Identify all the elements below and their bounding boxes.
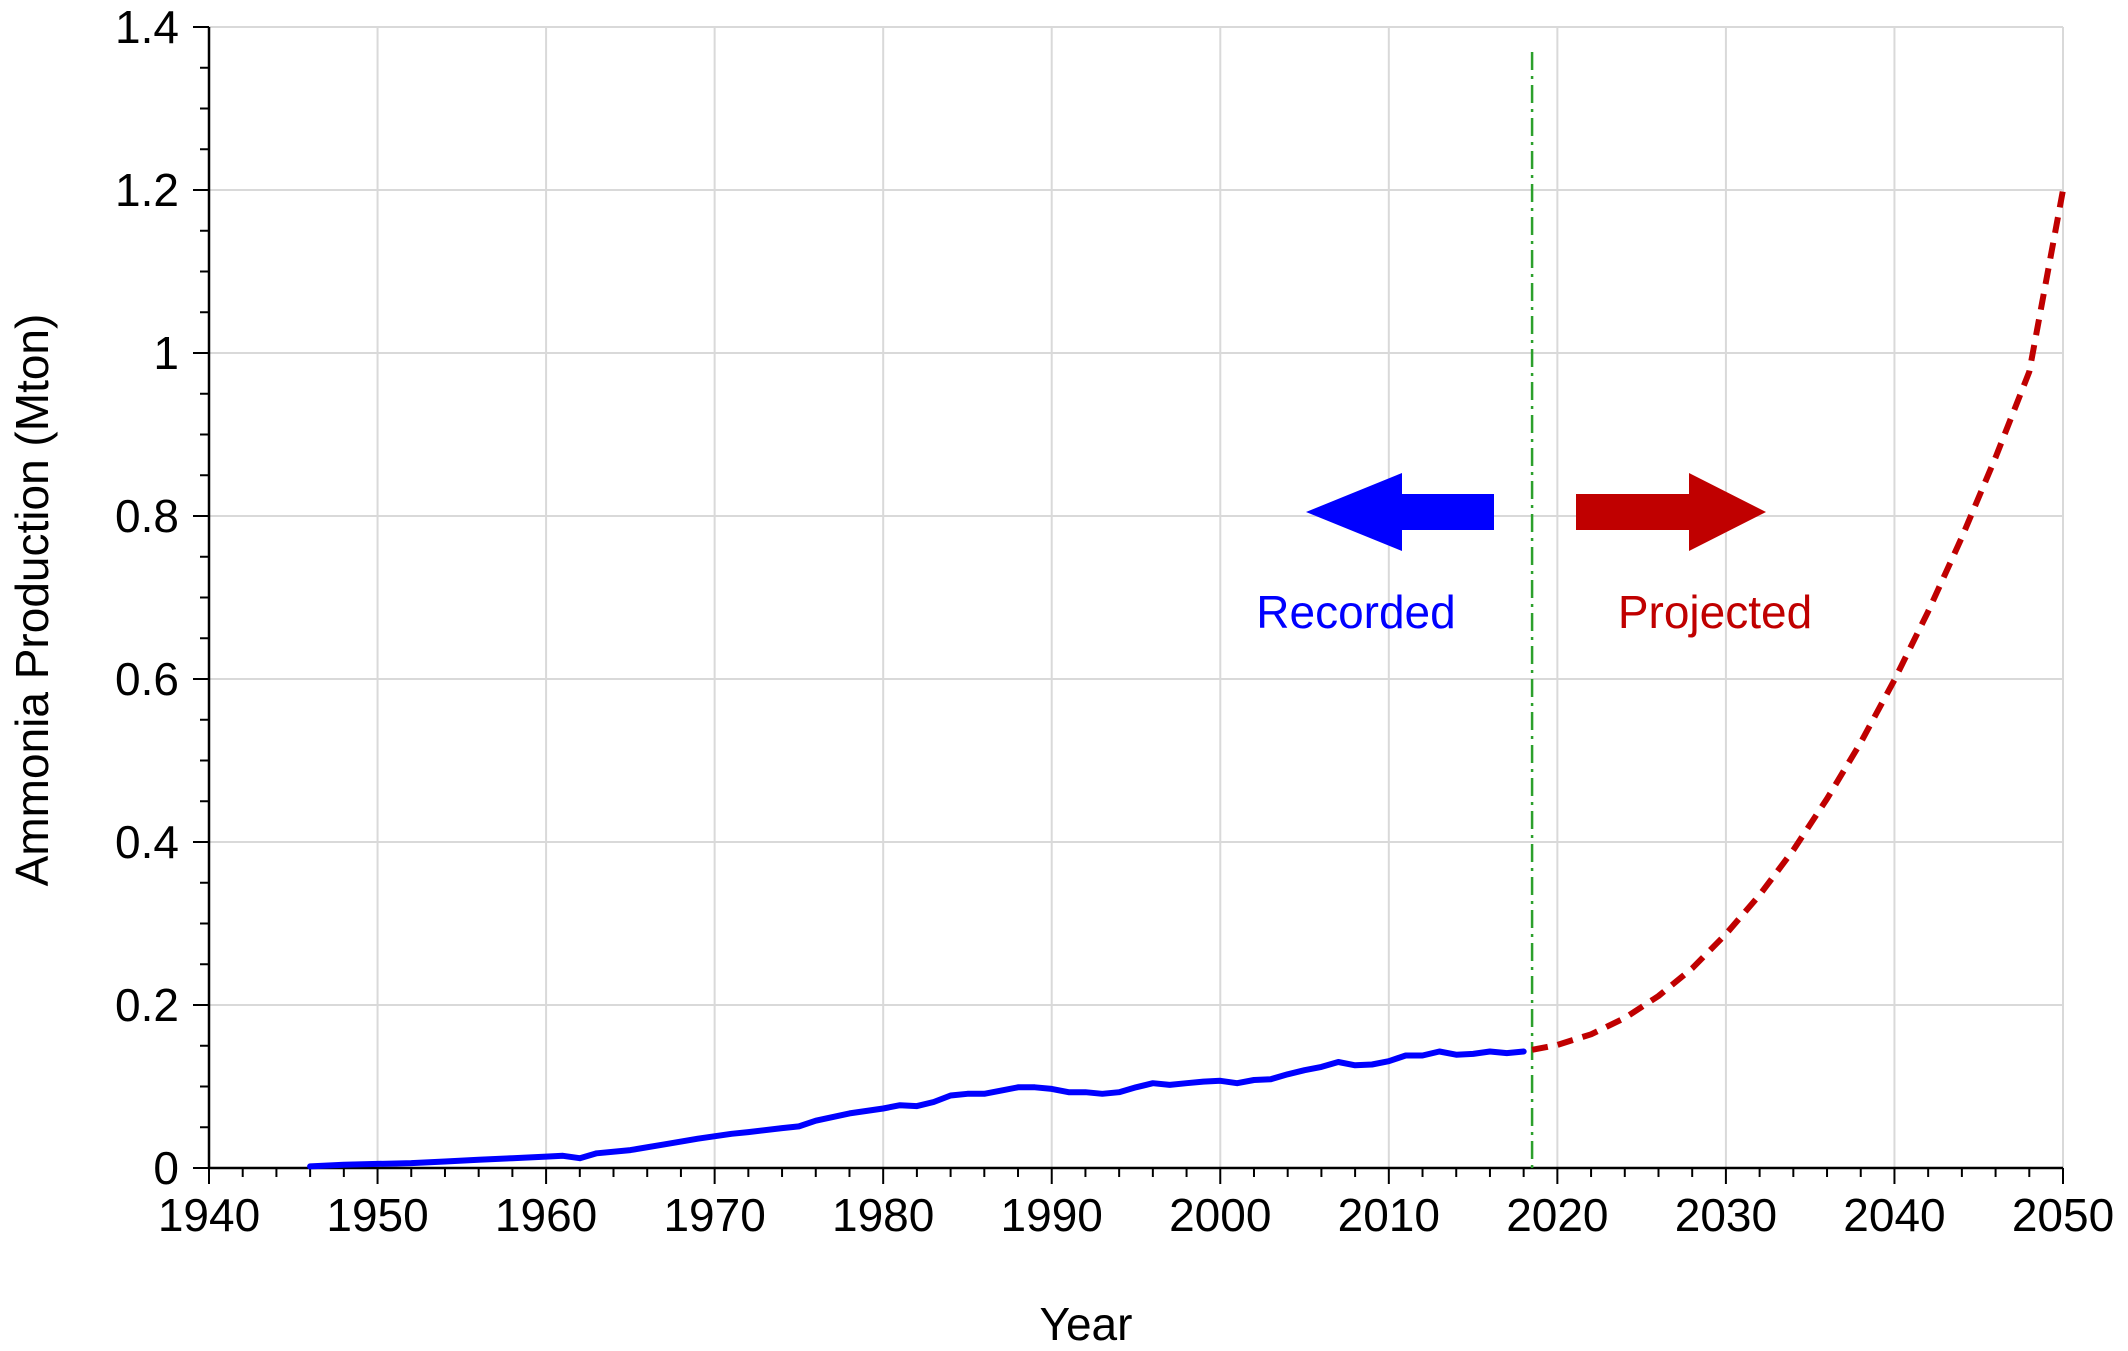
right-arrow-icon xyxy=(1576,473,1766,551)
left-arrow-icon xyxy=(1306,473,1494,551)
x-tick-label: 1950 xyxy=(326,1189,428,1241)
projected-series-line xyxy=(1531,189,2066,1053)
y-tick-label: 0.8 xyxy=(115,490,179,542)
projected-label: Projected xyxy=(1618,586,1812,638)
y-tick-label: 1 xyxy=(153,327,179,379)
x-tick-label: 1990 xyxy=(1001,1189,1103,1241)
recorded-label: Recorded xyxy=(1256,586,1455,638)
annotations: Recorded Projected xyxy=(1256,473,1812,638)
y-tick-label: 1.4 xyxy=(115,1,179,53)
x-tick-label: 2050 xyxy=(2012,1189,2114,1241)
y-tick-label: 1.2 xyxy=(115,164,179,216)
x-tick-label: 1980 xyxy=(832,1189,934,1241)
recorded-series-line xyxy=(307,1048,1527,1170)
x-tick-label: 1960 xyxy=(495,1189,597,1241)
x-tick-label: 2020 xyxy=(1506,1189,1608,1241)
series xyxy=(307,52,2066,1170)
x-axis-title: Year xyxy=(1040,1298,1133,1350)
axes xyxy=(193,26,2064,1184)
x-tick-label: 2040 xyxy=(1843,1189,1945,1241)
y-axis-title: Ammonia Production (Mton) xyxy=(6,314,58,887)
x-tick-label: 2010 xyxy=(1338,1189,1440,1241)
y-tick-label: 0 xyxy=(153,1142,179,1194)
x-tick-label: 1940 xyxy=(158,1189,260,1241)
tick-labels: 1940 1950 1960 1970 1980 1990 2000 2010 2020 2030… xyxy=(115,1,2114,1241)
x-tick-label: 1970 xyxy=(663,1189,765,1241)
grid xyxy=(209,26,2064,1168)
y-tick-label: 0.4 xyxy=(115,816,179,868)
y-tick-label: 0.6 xyxy=(115,653,179,705)
y-tick-label: 0.2 xyxy=(115,979,179,1031)
x-tick-label: 2030 xyxy=(1675,1189,1777,1241)
x-tick-label: 2000 xyxy=(1169,1189,1271,1241)
